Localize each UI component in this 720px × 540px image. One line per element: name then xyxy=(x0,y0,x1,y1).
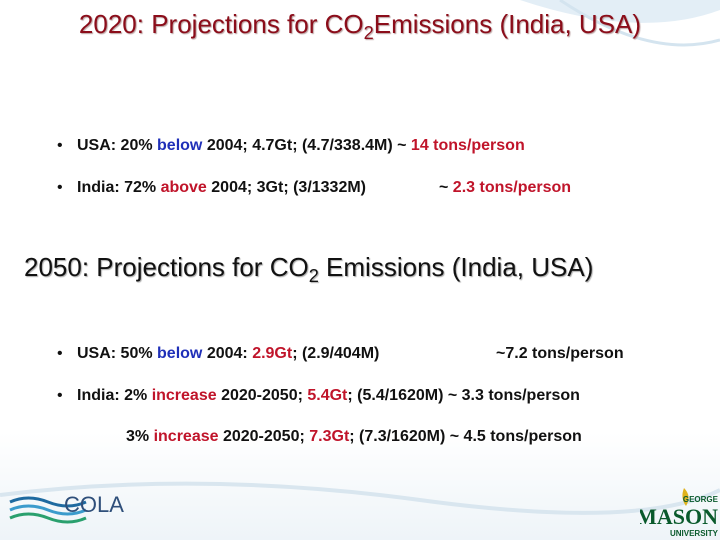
text-run: 2004; 3Gt; (3/1332M) xyxy=(206,179,367,196)
note: 3% increase 2020-2050; 7.3Gt; (7.3/1620M… xyxy=(126,428,582,446)
text-run: 7.3Gt xyxy=(309,428,350,445)
wave xyxy=(9,496,87,508)
text-run: ; (7.3/1620M) ~ 4.5 tons/person xyxy=(349,428,582,445)
bullet: • India: 72% above 2004; 3Gt; (3/1332M) ~ … xyxy=(57,179,572,196)
text-run: below xyxy=(157,137,203,154)
logo-text: MASON xyxy=(640,504,718,529)
wave xyxy=(9,504,87,516)
swirl xyxy=(559,0,720,47)
text-run: 14 tons/person xyxy=(410,137,525,154)
bullet: • USA: 20% below 2004; 4.7Gt; (4.7/338.4M… xyxy=(57,137,525,154)
text-run: Emissions (India, USA) xyxy=(318,252,594,282)
text-run: 2020: Projections for CO xyxy=(78,9,364,39)
text-run: 2.3 tons/person xyxy=(452,179,572,196)
swirl xyxy=(0,481,720,515)
logo-text: GEORGE xyxy=(683,495,719,504)
flame xyxy=(682,488,689,506)
text-run: 2020-2050; xyxy=(218,428,310,445)
bullet: • India: 2% increase 2020-2050; 5.4Gt; (5… xyxy=(57,387,580,404)
title: 2050: Projections for CO2 Emissions (Ind… xyxy=(24,252,720,286)
gmu-logo: GEORGE MASON UNIVERSITY xyxy=(640,488,719,538)
bullet: • USA: 50% below 2004: 2.9Gt; (2.9/404M) ~… xyxy=(57,345,624,362)
text-run: 2020-2050; xyxy=(216,387,308,404)
text-run: above xyxy=(160,179,207,196)
text-run: below xyxy=(157,345,203,362)
tail: ~7.2 tons/person xyxy=(496,345,624,363)
text-run: 2050: Projections for CO xyxy=(24,252,309,282)
text-run: India: 2% xyxy=(77,387,152,404)
text-run: increase xyxy=(153,428,219,445)
text-run: increase xyxy=(151,387,217,404)
logo-text: UNIVERSITY xyxy=(670,529,719,538)
text-run: USA: 20% xyxy=(77,137,158,154)
logo-text: COLA xyxy=(64,492,124,517)
title: 2020: Projections for CO2Emissions (Indi… xyxy=(20,8,700,43)
text-run: Emissions (India, USA) xyxy=(373,9,642,39)
text-run: 2004; 4.7Gt; (4.7/338.4M) ~ xyxy=(202,137,411,154)
text-run: USA: 50% xyxy=(77,345,158,362)
text-run: 2004: xyxy=(202,345,253,362)
text-run: 2 xyxy=(308,266,319,286)
cola-logo: COLA xyxy=(9,492,124,524)
text-run: India: 72% xyxy=(77,179,161,196)
text-run: ~ xyxy=(439,179,453,196)
text-run: 5.4Gt xyxy=(307,387,348,404)
text-run: 2 xyxy=(363,23,374,43)
text-run: ; (2.9/404M) xyxy=(292,345,380,362)
text-run: ~7.2 tons/person xyxy=(496,345,624,362)
tail: ~ 2.3 tons/person xyxy=(439,179,571,197)
text-run: 3% xyxy=(126,428,154,445)
text-run: ; (5.4/1620M) ~ 3.3 tons/person xyxy=(347,387,580,404)
text-run: 2.9Gt xyxy=(252,345,293,362)
wave xyxy=(9,512,87,524)
